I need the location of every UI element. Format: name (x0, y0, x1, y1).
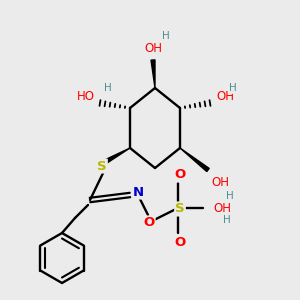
Polygon shape (104, 148, 130, 164)
Text: OH: OH (211, 176, 229, 190)
Text: O: O (143, 217, 155, 230)
Text: S: S (175, 202, 185, 215)
Text: H: H (223, 215, 231, 225)
Text: H: H (229, 83, 237, 93)
Polygon shape (180, 148, 209, 172)
Text: HO: HO (77, 89, 95, 103)
Text: OH: OH (213, 202, 231, 214)
Text: OH: OH (216, 89, 234, 103)
Text: OH: OH (144, 41, 162, 55)
Text: N: N (132, 185, 144, 199)
Text: S: S (97, 160, 107, 172)
Polygon shape (151, 60, 155, 88)
Text: O: O (174, 169, 186, 182)
Text: H: H (104, 83, 112, 93)
Text: H: H (162, 31, 170, 41)
Text: H: H (226, 191, 234, 201)
Text: O: O (174, 236, 186, 248)
